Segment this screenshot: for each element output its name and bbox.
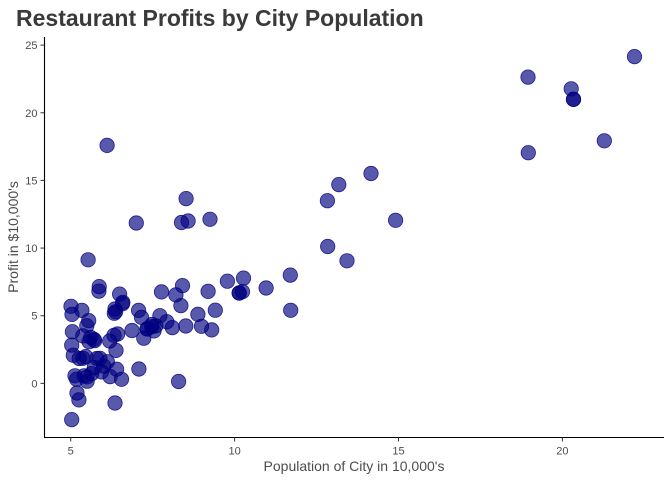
data-point xyxy=(331,177,347,193)
data-point xyxy=(363,165,379,182)
data-point xyxy=(102,368,118,385)
data-point xyxy=(204,322,220,338)
data-point xyxy=(565,91,582,107)
data-point xyxy=(131,361,147,377)
data-point xyxy=(79,373,95,389)
data-point xyxy=(283,302,299,318)
data-point xyxy=(207,302,223,318)
data-point xyxy=(164,319,180,336)
x-tick-label: 15 xyxy=(392,446,404,458)
data-point xyxy=(180,213,196,229)
data-point xyxy=(178,318,194,334)
x-tick-label: 20 xyxy=(556,446,568,458)
x-axis-label: Population of City in 10,000's xyxy=(264,458,445,474)
data-point xyxy=(81,312,97,329)
y-axis-label: Profit in $10,000's xyxy=(5,181,21,293)
data-point xyxy=(320,238,336,255)
y-tick-label: 10 xyxy=(25,243,37,255)
data-point xyxy=(219,273,235,289)
data-point xyxy=(80,252,96,268)
data-point xyxy=(235,270,252,286)
y-tick-label: 5 xyxy=(31,311,37,323)
data-point xyxy=(124,322,140,339)
data-point xyxy=(190,306,206,322)
data-point xyxy=(520,145,536,161)
data-point xyxy=(128,215,144,231)
data-point xyxy=(107,395,123,411)
data-point xyxy=(114,296,131,312)
data-point xyxy=(64,306,80,322)
y-tick-label: 0 xyxy=(31,378,37,390)
data-point xyxy=(339,253,355,269)
data-point xyxy=(202,211,218,227)
data-point xyxy=(91,278,107,295)
data-point xyxy=(69,385,85,401)
data-point xyxy=(71,350,87,367)
data-point xyxy=(171,373,187,390)
x-tick-label: 10 xyxy=(228,446,240,458)
data-point xyxy=(173,297,189,314)
data-point xyxy=(178,191,194,207)
points-layer xyxy=(63,48,643,428)
data-point xyxy=(387,212,404,228)
data-point xyxy=(153,284,170,300)
data-point xyxy=(106,327,122,343)
data-point xyxy=(231,285,247,301)
y-axis-ticks: 0 5 10 15 20 25 xyxy=(25,40,45,390)
data-point xyxy=(200,283,216,299)
data-point xyxy=(148,318,164,334)
data-point xyxy=(319,193,335,209)
data-point xyxy=(282,267,298,283)
data-point xyxy=(83,329,99,346)
chart-title: Restaurant Profits by City Population xyxy=(16,5,424,31)
y-tick-label: 25 xyxy=(25,40,37,52)
data-point xyxy=(596,133,612,149)
y-tick-label: 20 xyxy=(25,108,37,120)
data-point xyxy=(626,48,643,65)
data-point xyxy=(64,411,80,428)
data-point xyxy=(520,69,536,85)
x-axis-ticks: 5 10 15 20 xyxy=(68,437,569,458)
data-point xyxy=(99,137,115,153)
data-point xyxy=(258,280,274,296)
data-point xyxy=(108,342,124,358)
x-tick-label: 5 xyxy=(68,446,74,458)
y-tick-label: 15 xyxy=(25,175,37,187)
data-point xyxy=(133,309,150,325)
